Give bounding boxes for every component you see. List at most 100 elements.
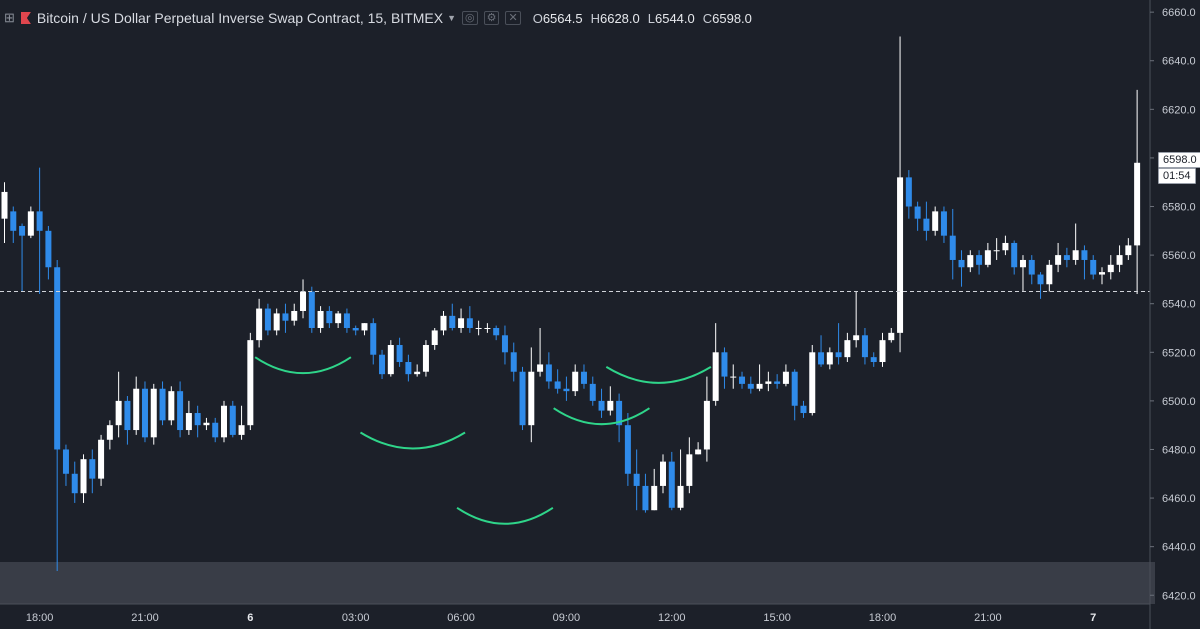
candle: [80, 454, 87, 503]
visibility-icon[interactable]: ◎: [462, 11, 478, 25]
candle-body: [1107, 264, 1114, 273]
candle-body: [501, 335, 508, 353]
close-icon[interactable]: ✕: [505, 11, 521, 25]
ohlc-open: O6564.5: [532, 10, 583, 26]
candle-body: [396, 345, 403, 363]
candle-body: [1055, 255, 1062, 265]
time-axis[interactable]: 18:00 21:00 6 03:00 06:00 09:00 12:00 15:00 18:0…: [26, 612, 1096, 624]
ohlc-close: C6598.0: [702, 10, 752, 26]
candle-body: [27, 211, 34, 236]
candle-body: [765, 381, 772, 384]
candle-body: [580, 371, 587, 384]
candle: [440, 310, 447, 336]
candle-body: [71, 473, 78, 494]
candle: [124, 396, 131, 445]
candle: [150, 383, 157, 445]
candle-body: [124, 400, 131, 431]
candle: [730, 364, 737, 389]
candle-body: [607, 400, 614, 411]
candle-body: [932, 211, 939, 231]
candle: [774, 374, 781, 389]
candle-body: [774, 381, 781, 384]
price-axis[interactable]: 6660.06640.06620.06600.06580.06560.06540…: [1150, 7, 1196, 602]
y-tick-label: 6580.0: [1162, 202, 1196, 214]
candle: [870, 352, 877, 367]
candle: [326, 306, 333, 328]
candle: [782, 364, 789, 387]
candle: [607, 386, 614, 416]
candle: [45, 225, 52, 280]
candle: [554, 369, 561, 394]
x-tick-label: 18:00: [869, 612, 897, 624]
candle: [317, 306, 324, 333]
candle: [976, 250, 983, 275]
settings-icon[interactable]: ⚙: [483, 11, 500, 25]
candle-body: [853, 335, 860, 341]
candle: [475, 320, 482, 336]
candle-body: [1019, 259, 1026, 268]
candle: [106, 420, 113, 450]
candle: [888, 327, 895, 343]
candle-body: [1090, 259, 1097, 275]
candle: [897, 36, 904, 353]
ohlc-low: L6544.0: [647, 10, 695, 26]
candle: [449, 303, 456, 331]
candle: [54, 259, 61, 571]
candle-body: [686, 454, 693, 486]
bar-countdown-tag: 01:54: [1158, 168, 1196, 184]
candle-body: [633, 473, 640, 486]
candle: [1125, 238, 1132, 260]
candle: [844, 332, 851, 363]
candle: [71, 461, 78, 503]
candle-body: [677, 485, 684, 508]
candle: [387, 340, 394, 377]
candle-body: [1125, 245, 1132, 256]
candle: [765, 371, 772, 392]
y-tick-label: 6620.0: [1162, 104, 1196, 116]
candle: [414, 364, 421, 377]
candle: [1046, 259, 1053, 292]
candle: [940, 206, 947, 243]
x-tick-label: 15:00: [763, 612, 791, 624]
y-tick-label: 6420.0: [1162, 590, 1196, 602]
candle: [528, 347, 535, 443]
candle-body: [993, 250, 1000, 252]
candle: [1081, 245, 1088, 280]
candle-body: [1, 191, 8, 219]
ohlc-readout: O6564.5 H6628.0 L6544.0 C6598.0: [533, 11, 752, 26]
candle-body: [826, 352, 833, 365]
x-tick-label: 03:00: [342, 612, 370, 624]
last-price-tag: 6598.0: [1158, 152, 1200, 168]
candle-body: [756, 383, 763, 389]
candle: [510, 342, 517, 382]
chevron-down-icon[interactable]: ▼: [447, 13, 456, 23]
candle: [238, 405, 245, 440]
candle-body: [45, 230, 52, 268]
candle-body: [317, 310, 324, 328]
candle-body: [177, 391, 184, 431]
symbol-title[interactable]: Bitcoin / US Dollar Perpetual Inverse Sw…: [36, 10, 444, 26]
candle: [256, 298, 263, 348]
candle: [273, 308, 280, 336]
candle-body: [326, 310, 333, 324]
candle-body: [185, 413, 192, 431]
candle: [519, 366, 526, 431]
candle: [739, 371, 746, 389]
y-tick-label: 6660.0: [1162, 7, 1196, 19]
candle-body: [923, 218, 930, 231]
candle: [1011, 240, 1018, 275]
candle-body: [572, 371, 579, 392]
candle-body: [62, 449, 69, 474]
expand-icon[interactable]: ⊞: [4, 10, 15, 25]
candle: [932, 206, 939, 236]
candle-body: [1134, 162, 1141, 246]
candle: [677, 449, 684, 511]
candle: [1037, 272, 1044, 299]
candle: [589, 376, 596, 406]
candle: [879, 332, 886, 367]
candle: [1019, 255, 1026, 292]
candle: [1028, 255, 1035, 285]
candle-body: [449, 315, 456, 328]
candle-body: [440, 315, 447, 331]
